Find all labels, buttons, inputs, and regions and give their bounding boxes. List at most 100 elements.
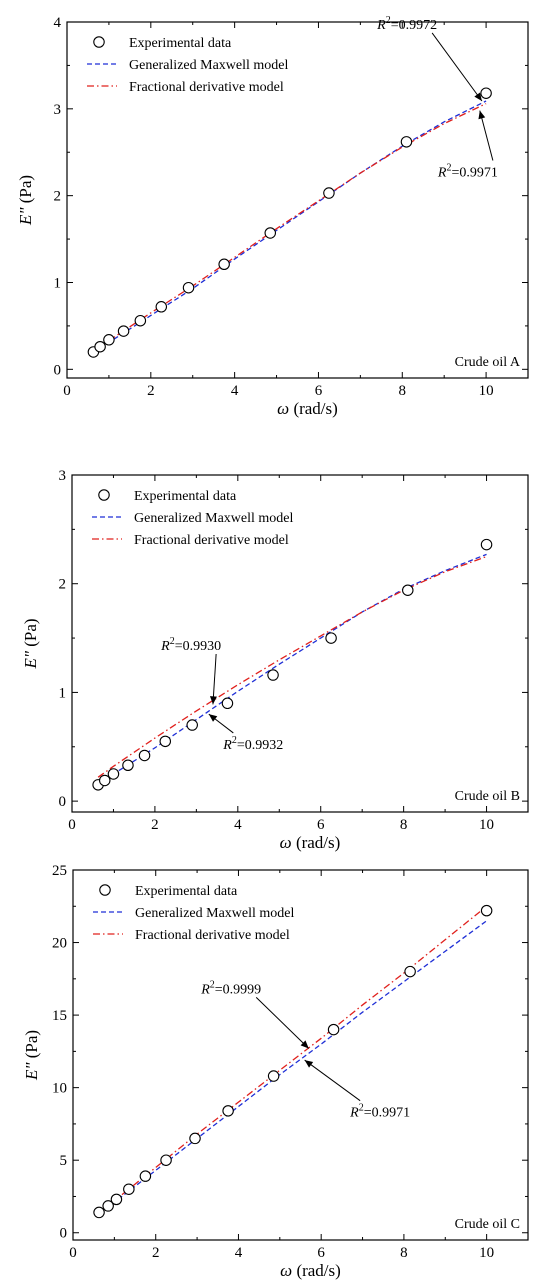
- data-point: [404, 965, 416, 978]
- data-point: [267, 1070, 280, 1082]
- legend-label: Experimental data: [134, 489, 237, 504]
- x-axis-unit: (rad/s): [289, 399, 338, 418]
- annotation-symbol: R: [376, 18, 386, 33]
- annotation-symbol: R: [349, 1106, 359, 1121]
- data-point: [323, 187, 335, 199]
- data-point: [400, 136, 413, 148]
- x-tick-label: 4: [234, 817, 242, 833]
- legend-marker-circle: [98, 489, 110, 501]
- annotation-arrow-line: [479, 110, 494, 161]
- y-axis-label: E" (Pa): [21, 618, 40, 669]
- x-tick-label: 6: [317, 817, 325, 833]
- x-axis-label: ω (rad/s): [280, 833, 341, 852]
- x-tick-label: 8: [400, 1245, 408, 1261]
- data-point: [221, 697, 234, 710]
- annotation-value: =0.9971: [364, 1106, 410, 1121]
- data-point: [107, 768, 120, 780]
- y-axis-symbol: E": [16, 207, 35, 226]
- data-point: [110, 1193, 123, 1206]
- data-point: [138, 749, 151, 762]
- data-point: [186, 719, 198, 731]
- data-point: [222, 1105, 234, 1117]
- x-tick-label: 6: [317, 1245, 325, 1261]
- legend-label: Generalized Maxwell model: [135, 906, 294, 921]
- series-line-fractional: [93, 103, 487, 352]
- annotation-superscript: 2: [386, 15, 391, 26]
- y-tick-label: 25: [52, 863, 67, 879]
- r-squared-annotation: R2=0.9972: [376, 15, 437, 33]
- y-tick-label: 20: [52, 936, 67, 952]
- y-tick-label: 2: [59, 577, 67, 593]
- legend-marker-circle: [99, 884, 111, 896]
- x-tick-label: 2: [147, 383, 155, 399]
- x-tick-label: 8: [399, 383, 407, 399]
- data-point: [98, 774, 111, 787]
- legend-label: Fractional derivative model: [135, 928, 290, 943]
- y-tick-label: 0: [59, 794, 67, 810]
- panel-label: Crude oil B: [455, 789, 520, 804]
- annotation-symbol: R: [437, 166, 447, 181]
- annotation-superscript: 2: [210, 979, 215, 990]
- annotation-superscript: 2: [359, 1103, 364, 1114]
- plot-frame: [71, 474, 529, 813]
- data-point: [160, 1154, 172, 1166]
- x-tick-label: 10: [479, 1245, 494, 1261]
- annotation-arrow-head: [474, 92, 482, 102]
- y-tick-label: 10: [52, 1081, 67, 1097]
- x-tick-label: 0: [69, 1245, 77, 1261]
- chart-panel-1: 0 2 4 6 8 10 0 1 2 3 4 ω (rad/s) E" (Pa) Experimental…: [16, 15, 529, 418]
- x-tick-label: 4: [235, 1245, 243, 1261]
- legend-label: Generalized Maxwell model: [134, 511, 293, 526]
- annotation-arrow-line: [255, 996, 310, 1049]
- x-axis-symbol: ω: [280, 833, 292, 852]
- legend-label: Fractional derivative model: [134, 533, 289, 548]
- panel-label: Crude oil A: [455, 355, 521, 370]
- data-point: [327, 1023, 340, 1036]
- r-squared-annotation: R2=0.9999: [200, 979, 261, 997]
- y-tick-label: 2: [54, 189, 62, 205]
- x-tick-label: 2: [151, 817, 159, 833]
- r-squared-annotation: R2=0.9971: [349, 1103, 410, 1121]
- y-axis-unit: (Pa): [21, 618, 40, 651]
- y-axis-label: E" (Pa): [22, 1030, 41, 1081]
- annotation-arrow-line: [304, 1059, 361, 1102]
- y-tick-label: 0: [60, 1226, 68, 1242]
- data-point: [189, 1132, 201, 1145]
- legend-label: Experimental data: [135, 884, 238, 899]
- data-point: [182, 281, 195, 294]
- x-tick-label: 0: [63, 383, 71, 399]
- series-line-fractional: [98, 905, 488, 1213]
- annotation-arrow-head: [209, 696, 217, 705]
- panel-label: Crude oil C: [455, 1217, 520, 1232]
- data-point: [123, 1183, 135, 1195]
- r-squared-annotation: R2=0.9932: [222, 735, 283, 753]
- r-squared-annotation: R2=0.9971: [437, 163, 498, 181]
- annotation-value: =0.9971: [451, 166, 497, 181]
- x-axis-unit: (rad/s): [292, 833, 341, 852]
- data-point: [267, 669, 279, 681]
- series-line-fractional: [97, 555, 487, 778]
- annotation-symbol: R: [200, 982, 210, 997]
- x-tick-label: 6: [315, 383, 323, 399]
- data-point: [117, 325, 130, 337]
- y-tick-label: 1: [54, 275, 62, 291]
- x-tick-label: 10: [479, 817, 494, 833]
- data-point: [94, 340, 106, 353]
- legend-label: Experimental data: [129, 36, 232, 51]
- y-axis-unit: (Pa): [16, 175, 35, 208]
- y-axis-symbol: E": [22, 1062, 41, 1081]
- data-point: [93, 1206, 105, 1219]
- y-axis-label: E" (Pa): [16, 175, 35, 226]
- plot-frame: [66, 21, 529, 379]
- data-point: [325, 632, 337, 644]
- chart-panel-3: 0 2 4 6 8 10 0 5 10 15 20 25 ω (rad/s) E" (Pa) Experim…: [22, 863, 529, 1280]
- annotation-arrow-head: [478, 110, 486, 120]
- x-tick-label: 0: [68, 817, 76, 833]
- y-axis-symbol: E": [21, 650, 40, 669]
- annotation-value: =0.9930: [175, 639, 221, 654]
- annotation-arrow-head: [208, 714, 218, 722]
- x-axis-label: ω (rad/s): [280, 1261, 341, 1280]
- x-tick-label: 10: [479, 383, 494, 399]
- data-point: [139, 1170, 152, 1182]
